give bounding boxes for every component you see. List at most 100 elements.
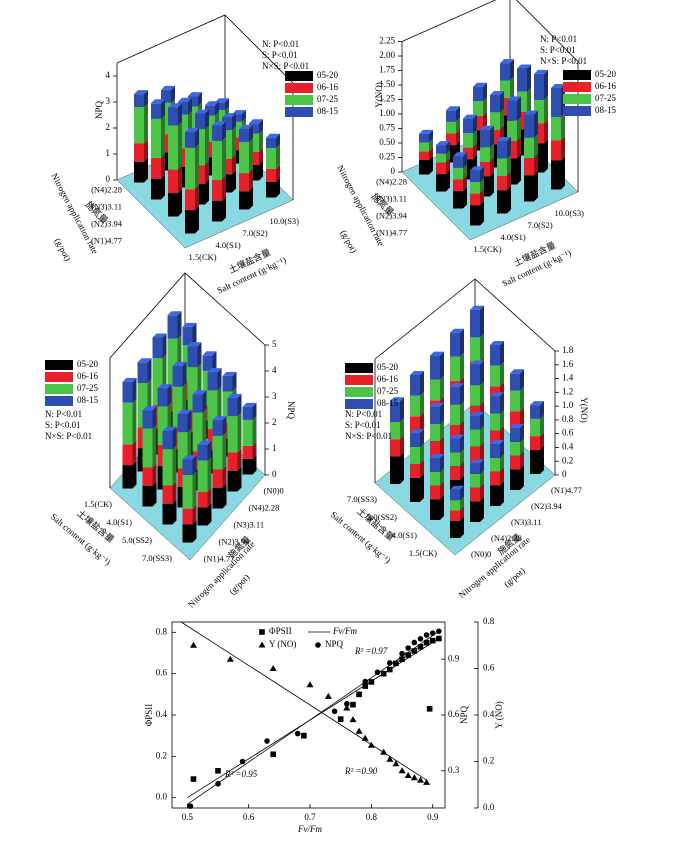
bar-top xyxy=(182,455,197,460)
bar-top xyxy=(227,393,242,398)
bar-top xyxy=(134,90,148,95)
bar-side xyxy=(473,129,477,148)
bar-segment xyxy=(490,365,500,387)
bar-side xyxy=(252,415,257,446)
bar-segment xyxy=(122,402,133,445)
bar-side xyxy=(205,125,209,166)
bar-top xyxy=(185,128,199,133)
bar-side xyxy=(192,470,197,509)
bar-segment xyxy=(195,165,205,184)
bar-top xyxy=(490,341,504,345)
bar-segment xyxy=(450,510,460,521)
y-label: ΦPSII xyxy=(144,704,154,727)
bar-segment xyxy=(473,86,483,102)
bar-segment xyxy=(453,156,463,168)
bar-segment xyxy=(430,471,440,486)
bar-top xyxy=(490,440,504,444)
bar-side xyxy=(483,82,487,102)
point xyxy=(429,637,436,644)
bar-segment xyxy=(232,121,242,138)
bar-side xyxy=(440,375,444,401)
bar-side xyxy=(249,124,253,142)
bar-segment xyxy=(266,137,276,149)
legend-marker xyxy=(259,629,265,635)
bar-segment xyxy=(430,441,440,459)
bar-top xyxy=(490,392,504,397)
bar-side xyxy=(132,461,137,489)
bar-segment xyxy=(551,117,561,141)
legend-label: 06-16 xyxy=(377,374,398,384)
bar-side xyxy=(561,113,565,141)
bar-side xyxy=(132,377,137,403)
bar-side xyxy=(490,172,494,197)
y-tick-label: 0.6 xyxy=(448,709,460,719)
bar-side xyxy=(520,386,524,412)
x-tick-label: 4.0(S1) xyxy=(501,232,526,242)
legend-label: 08-15 xyxy=(595,105,616,115)
bar-side xyxy=(540,401,544,419)
bar-top xyxy=(470,360,484,365)
bar-side xyxy=(480,189,484,206)
bar-side xyxy=(490,125,494,148)
bar-segment xyxy=(162,503,173,525)
bar-segment xyxy=(524,114,534,138)
bar-segment xyxy=(490,457,500,472)
point xyxy=(306,681,314,688)
bar-side xyxy=(440,402,444,424)
bar-top xyxy=(430,402,444,407)
bar-segment xyxy=(470,415,480,430)
y-tick-label: 0.0 xyxy=(156,792,168,802)
bar-segment xyxy=(122,444,133,466)
bar-segment xyxy=(530,436,540,450)
bar-segment xyxy=(430,355,440,380)
y-tick-label: (N4)2.28 xyxy=(491,533,522,543)
bar-side xyxy=(480,483,484,502)
point xyxy=(356,691,362,698)
bar-side xyxy=(192,520,197,543)
bar-side xyxy=(500,440,504,458)
x-tick-label: 1.5(CK) xyxy=(409,548,437,558)
z-tick-label: 0.75 xyxy=(379,123,395,133)
point xyxy=(349,716,357,723)
point xyxy=(386,666,393,673)
bar-side xyxy=(460,462,464,480)
bar-top xyxy=(182,322,197,327)
bar-segment xyxy=(551,88,561,117)
legend-label: 07-25 xyxy=(77,383,98,393)
bar-segment xyxy=(162,449,173,486)
bar-side xyxy=(446,141,450,154)
bar-side xyxy=(420,473,424,502)
legend-label: 06-16 xyxy=(317,82,338,92)
bar-side xyxy=(527,64,531,92)
point xyxy=(226,655,234,662)
legend-swatch xyxy=(563,94,591,104)
bar-side xyxy=(440,420,444,442)
y-tick-label: (N4)2.28 xyxy=(91,184,122,194)
bar-segment xyxy=(517,68,527,92)
legend-swatch xyxy=(563,106,591,116)
bar-side xyxy=(152,424,157,468)
bar-side xyxy=(420,460,424,478)
bar-segment xyxy=(510,411,520,429)
bar-side xyxy=(460,383,464,405)
bar-segment xyxy=(453,191,463,209)
bar-side xyxy=(147,358,152,384)
bar-segment xyxy=(167,338,178,389)
x-tick-label: 5.0(SS2) xyxy=(367,512,397,522)
bar-side xyxy=(483,97,487,116)
z-tick-label: 0.2 xyxy=(562,455,573,465)
bar-segment xyxy=(222,174,232,193)
y-tick-label: (N0)0 xyxy=(264,485,284,495)
bar-side xyxy=(276,133,280,149)
bar-segment xyxy=(152,337,163,359)
bar-side xyxy=(500,361,504,387)
bar-segment xyxy=(266,148,276,169)
point xyxy=(411,639,418,646)
point xyxy=(436,628,442,635)
z-tick-label: 0 xyxy=(562,469,567,479)
bar-segment xyxy=(510,455,520,470)
bar-segment xyxy=(202,355,213,371)
z-tick-label: 1.2 xyxy=(562,386,573,396)
point xyxy=(405,645,411,651)
